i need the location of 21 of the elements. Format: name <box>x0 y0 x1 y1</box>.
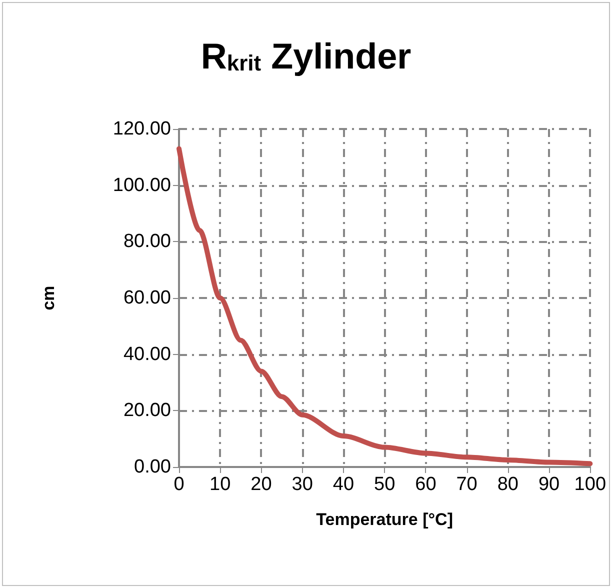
x-axis-title: Temperature [°C] <box>316 510 453 529</box>
x-tick-label: 40 <box>332 474 354 495</box>
y-tick-label: 40.00 <box>123 344 171 365</box>
y-axis-title: cm <box>39 286 58 310</box>
x-tick-label: 10 <box>210 474 231 495</box>
y-tick-label: 80.00 <box>123 231 171 252</box>
y-tick-label: 0.00 <box>134 456 171 478</box>
x-tick-label: 30 <box>292 474 313 495</box>
x-tick-label: 100 <box>574 474 606 495</box>
x-tick-label: 80 <box>497 474 518 495</box>
chart-title: Rkrit Zylinder <box>200 36 412 76</box>
y-tick-label: 100.00 <box>112 174 171 196</box>
y-tick-label: 20.00 <box>123 400 171 422</box>
x-tick-label: 90 <box>538 474 560 495</box>
y-tick-label: 120.00 <box>112 118 171 140</box>
x-tick-label: 50 <box>374 474 396 495</box>
x-tick-label: 70 <box>456 474 478 495</box>
x-tick-label: 0 <box>174 474 184 495</box>
x-tick-label: 60 <box>415 474 436 495</box>
x-tick-label: 20 <box>250 474 272 495</box>
y-tick-label: 60.00 <box>123 288 171 308</box>
